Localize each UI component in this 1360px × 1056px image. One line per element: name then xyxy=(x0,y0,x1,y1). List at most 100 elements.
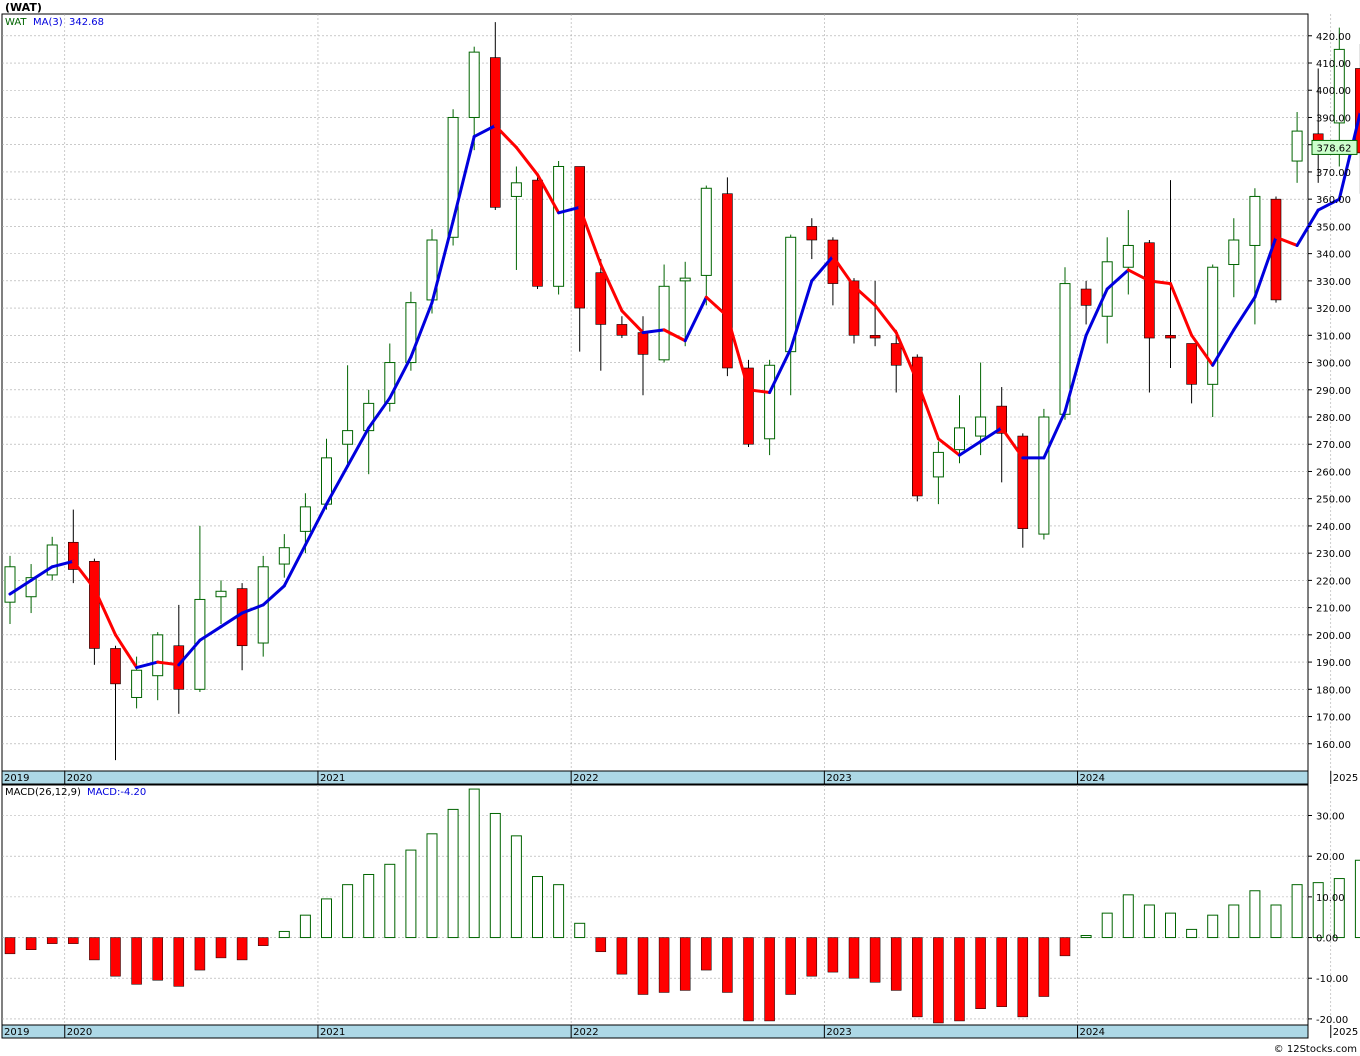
ma-segment xyxy=(852,284,877,307)
macd-bar xyxy=(489,812,501,939)
macd-x-label: 2019 xyxy=(4,1027,29,1038)
price-tick-label: 160.00 xyxy=(1316,740,1351,751)
candle-body xyxy=(1207,266,1219,385)
candle-body xyxy=(1186,343,1197,385)
macd-bar xyxy=(363,873,375,939)
macd-bar xyxy=(1291,884,1303,939)
price-tick-label: 240.00 xyxy=(1316,522,1351,533)
macd-bar xyxy=(215,937,227,959)
candle-body xyxy=(173,645,185,690)
ma-segment xyxy=(1232,295,1257,332)
price-x-label: 2023 xyxy=(826,773,851,784)
ma-segment xyxy=(325,464,350,506)
macd-bar xyxy=(1165,912,1176,939)
ma-segment xyxy=(1211,328,1236,367)
price-tick-label: 420.00 xyxy=(1316,32,1351,43)
macd-bar xyxy=(1312,882,1324,939)
macd-bar xyxy=(384,863,396,939)
candle-body xyxy=(1228,239,1240,266)
ma-segment xyxy=(29,565,54,582)
candle-body xyxy=(595,272,607,325)
ma-segment xyxy=(1126,268,1151,283)
ma-segment xyxy=(367,396,392,430)
price-tick-label: 410.00 xyxy=(1316,59,1351,70)
ma-segment xyxy=(958,440,983,457)
ma-segment xyxy=(979,426,1004,444)
macd-bar xyxy=(827,937,839,973)
macd-y-axis: -20.00 -10.00 0.00 10.00 20.00 30.00 xyxy=(1308,812,1348,1026)
price-x-label: 2025 xyxy=(1333,773,1358,784)
ma-segment xyxy=(1000,426,1025,460)
macd-panel: -20.00 -10.00 0.00 10.00 20.00 30.00 2019 2020… xyxy=(1,784,1360,1039)
price-tick-label: 270.00 xyxy=(1316,440,1351,451)
macd-bar xyxy=(1143,904,1155,939)
ma-segment xyxy=(620,309,645,335)
macd-bar xyxy=(975,937,986,1009)
macd-bar xyxy=(785,937,796,995)
macd-bar xyxy=(278,930,290,939)
macd-x-axis-band xyxy=(1,1024,1309,1039)
ma-segment xyxy=(599,263,624,313)
legend-ma-label: MA(3) xyxy=(33,17,63,28)
price-tick-label: 210.00 xyxy=(1316,604,1351,615)
macd-bar xyxy=(1101,912,1113,939)
ma-segment xyxy=(282,543,307,588)
macd-bar xyxy=(1228,904,1240,939)
price-tick-label: 310.00 xyxy=(1316,331,1351,342)
ma-segment xyxy=(536,173,561,215)
candle-body xyxy=(278,547,290,565)
macd-bar xyxy=(68,937,79,944)
ma-segment xyxy=(725,314,750,392)
price-panel: 160.00 170.00 180.00 190.00 200.00 210.00 220.… xyxy=(1,13,1360,785)
candle-body xyxy=(637,332,649,355)
candle-body xyxy=(152,634,164,677)
candle-body xyxy=(1122,244,1134,268)
candle-body xyxy=(890,343,902,366)
price-tick-label: 290.00 xyxy=(1316,386,1351,397)
macd-bar xyxy=(890,937,902,991)
macd-bar xyxy=(532,876,543,939)
macd-bar xyxy=(869,937,881,983)
candle-body xyxy=(510,182,522,197)
candle-body xyxy=(68,541,79,570)
macd-bar xyxy=(912,937,923,1018)
macd-tick-label: 20.00 xyxy=(1316,852,1345,863)
macd-bar xyxy=(194,937,206,971)
macd-x-label: 2020 xyxy=(67,1027,92,1038)
candle-body xyxy=(911,356,923,497)
macd-bar xyxy=(321,898,332,939)
candle-body xyxy=(342,430,354,445)
macd-legend-label: MACD(26,12,9) xyxy=(5,787,81,798)
macd-bar xyxy=(4,937,16,955)
candle-body xyxy=(4,566,16,603)
ma-segment xyxy=(219,611,244,629)
candle-body xyxy=(1080,288,1092,306)
ma-segment xyxy=(1274,235,1299,247)
macd-bar xyxy=(848,937,860,979)
ma-segment xyxy=(1253,235,1278,299)
ma-segment xyxy=(704,295,729,318)
candle-body xyxy=(1355,68,1360,154)
ma-segment xyxy=(894,331,919,384)
macd-bar xyxy=(1017,937,1029,1018)
ma-segment xyxy=(873,303,898,335)
price-tick-label: 370.00 xyxy=(1316,168,1351,179)
ma-segment xyxy=(177,638,202,667)
price-tick-label: 180.00 xyxy=(1316,685,1351,696)
price-tick-label: 400.00 xyxy=(1316,86,1351,97)
ma-segment xyxy=(240,603,265,615)
candle-body xyxy=(384,362,396,404)
ma-segment xyxy=(936,437,961,457)
macd-x-label: 2022 xyxy=(573,1027,598,1038)
macd-bar xyxy=(257,937,269,946)
macd-bar xyxy=(1059,937,1071,957)
ma-segment xyxy=(346,426,371,468)
macd-bar xyxy=(553,884,565,939)
price-plot-frame xyxy=(1,13,1309,772)
price-legend: WAT MA(3) 342.68 xyxy=(5,17,104,28)
candle-body xyxy=(743,367,754,445)
candle-body xyxy=(405,302,417,364)
macd-bar xyxy=(701,937,712,971)
ma-segment xyxy=(514,145,539,177)
